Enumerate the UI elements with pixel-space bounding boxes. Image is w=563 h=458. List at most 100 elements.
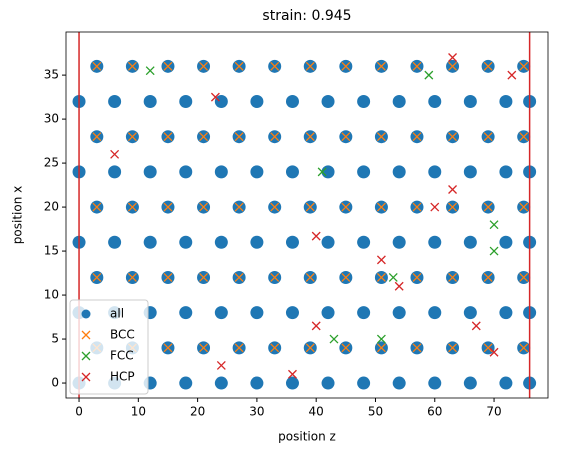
- point: [499, 306, 513, 320]
- point: [507, 70, 517, 80]
- point: [499, 165, 513, 179]
- point: [430, 202, 440, 212]
- chart-title: strain: 0.945: [262, 8, 351, 24]
- point: [412, 61, 422, 71]
- point: [214, 306, 228, 320]
- series-hcp: [110, 53, 517, 379]
- x-tick-label: 30: [249, 405, 264, 419]
- point: [463, 95, 477, 109]
- legend-marker: [81, 351, 91, 361]
- point: [428, 165, 442, 179]
- point: [428, 306, 442, 320]
- point: [376, 132, 386, 142]
- point: [376, 334, 386, 344]
- point: [321, 306, 335, 320]
- point: [234, 202, 244, 212]
- legend-label: BCC: [110, 328, 135, 342]
- point: [285, 306, 299, 320]
- legend-marker: [81, 309, 91, 319]
- point: [270, 132, 280, 142]
- point: [199, 202, 209, 212]
- point: [463, 235, 477, 249]
- point: [448, 202, 458, 212]
- point: [163, 273, 173, 282]
- point: [412, 202, 422, 212]
- x-tick-label: 40: [309, 405, 324, 419]
- point: [250, 376, 264, 390]
- point: [499, 95, 513, 109]
- point: [392, 165, 406, 179]
- axes-frame: [65, 31, 549, 399]
- point: [489, 220, 499, 230]
- point: [143, 165, 157, 179]
- point: [288, 369, 297, 379]
- point: [483, 202, 493, 212]
- point: [519, 132, 529, 142]
- point: [376, 343, 386, 353]
- point: [214, 95, 228, 109]
- x-tick-label: 70: [486, 405, 501, 419]
- y-tick-label: 5: [51, 332, 59, 346]
- point: [92, 273, 102, 282]
- point: [471, 321, 481, 331]
- point: [499, 376, 513, 390]
- point: [305, 61, 315, 71]
- point: [329, 334, 339, 344]
- legend: all BCC FCC HCP: [69, 299, 149, 395]
- point: [199, 273, 209, 282]
- point: [108, 165, 122, 179]
- point: [163, 202, 173, 212]
- point: [483, 132, 493, 142]
- legend-label: all: [110, 307, 124, 321]
- y-tick-label: 20: [44, 200, 59, 214]
- point: [388, 273, 398, 282]
- point: [270, 273, 280, 282]
- x-tick-label: 50: [368, 405, 383, 419]
- point: [127, 202, 137, 212]
- point: [199, 61, 209, 71]
- point: [376, 202, 386, 212]
- x-tick-label: 60: [427, 405, 442, 419]
- point: [305, 343, 315, 353]
- point: [127, 61, 137, 71]
- point: [394, 281, 404, 291]
- point: [357, 376, 371, 390]
- point: [234, 343, 244, 353]
- point: [127, 132, 137, 142]
- point: [250, 95, 264, 109]
- point: [216, 360, 226, 370]
- y-axis-label: position x: [11, 186, 25, 244]
- point: [412, 132, 422, 142]
- point: [424, 70, 434, 80]
- y-tick-label: 25: [44, 156, 59, 170]
- point: [143, 95, 157, 109]
- point: [321, 165, 335, 179]
- point: [341, 202, 351, 212]
- point: [376, 61, 386, 71]
- point: [412, 273, 422, 282]
- point: [270, 343, 280, 353]
- point: [110, 149, 120, 159]
- point: [341, 61, 351, 71]
- point: [448, 53, 458, 62]
- y-tick-label: 35: [44, 68, 59, 82]
- point: [483, 61, 493, 71]
- point: [519, 273, 529, 282]
- point: [179, 376, 193, 390]
- point: [463, 306, 477, 320]
- point: [357, 306, 371, 320]
- point: [285, 95, 299, 109]
- point: [214, 165, 228, 179]
- plot-area: [72, 53, 537, 390]
- point: [357, 235, 371, 249]
- point: [92, 132, 102, 142]
- point: [321, 376, 335, 390]
- point: [483, 343, 493, 353]
- point: [499, 235, 513, 249]
- point: [214, 376, 228, 390]
- point: [448, 273, 458, 282]
- point: [108, 95, 122, 109]
- x-tick-label: 0: [75, 405, 83, 419]
- point: [163, 343, 173, 353]
